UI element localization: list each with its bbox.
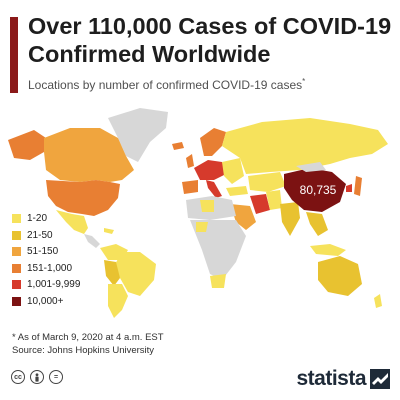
world-map: 80,735 (8, 108, 388, 318)
southeast-asia[interactable] (306, 212, 328, 236)
caribbean[interactable] (104, 228, 114, 234)
legend-label: 21-50 (27, 229, 53, 241)
statista-logo-icon (370, 369, 390, 389)
legend-swatch (12, 214, 21, 223)
egypt-algeria[interactable] (200, 200, 214, 212)
scandinavia[interactable] (200, 128, 226, 156)
chile-argentina[interactable] (108, 284, 128, 318)
central-america[interactable] (84, 234, 100, 248)
legend-item: 51-150 (12, 244, 80, 259)
mexico[interactable] (56, 210, 88, 234)
turkey[interactable] (226, 186, 248, 196)
brazil[interactable] (114, 252, 156, 296)
new-zealand[interactable] (374, 294, 382, 308)
legend-swatch (12, 296, 21, 306)
title-line-1: Over 110,000 Cases of COVID-19 (28, 13, 392, 39)
statista-logo[interactable]: statista (296, 367, 390, 391)
subtitle: Locations by number of confirmed COVID-1… (28, 74, 394, 93)
united-states[interactable] (46, 180, 120, 216)
legend-swatch (12, 230, 21, 240)
subtitle-footnote-mark: * (302, 77, 306, 86)
legend-item: 1-20 (12, 211, 80, 226)
australia[interactable] (318, 256, 362, 296)
legend-item: 151-1,000 (12, 261, 80, 276)
central-europe[interactable] (194, 160, 226, 180)
canada[interactable] (44, 128, 134, 182)
china[interactable] (284, 168, 346, 212)
legend-item: 21-50 (12, 228, 80, 243)
creative-commons-icon[interactable]: cc (11, 370, 25, 384)
peru-bolivia[interactable] (104, 260, 120, 286)
source-text: Source: Johns Hopkins University (12, 345, 155, 356)
subtitle-text: Locations by number of confirmed COVID-1… (28, 78, 303, 92)
page-title: Over 110,000 Cases of COVID-19 Confirmed… (28, 12, 394, 68)
arabia[interactable] (230, 204, 256, 230)
iceland[interactable] (172, 142, 184, 150)
legend-item: 1,001-9,999 (12, 277, 80, 292)
legend: 1-20 21-50 51-150 151-1,000 1,001-9,999 10,00… (12, 211, 80, 310)
japan[interactable] (354, 176, 362, 196)
alaska[interactable] (8, 130, 46, 160)
nigeria[interactable] (196, 222, 208, 232)
no-derivatives-icon[interactable]: = (49, 370, 63, 384)
title-accent-bar (10, 17, 18, 93)
legend-item: 10,000+ (12, 294, 80, 309)
greenland[interactable] (108, 108, 168, 162)
footnote-text: * As of March 9, 2020 at 4 a.m. EST (12, 332, 164, 343)
south-korea[interactable] (346, 184, 352, 192)
india[interactable] (280, 202, 300, 236)
mongolia[interactable] (296, 162, 326, 172)
footnote: * As of March 9, 2020 at 4 a.m. EST Sour… (12, 331, 164, 357)
central-asia[interactable] (248, 172, 286, 192)
legend-label: 51-150 (27, 246, 59, 257)
legend-label: 10,000+ (27, 295, 64, 307)
china-case-label: 80,735 (300, 183, 337, 197)
license-icons: cc = (11, 370, 68, 384)
brand-name: statista (296, 367, 366, 390)
iran[interactable] (250, 194, 270, 214)
indonesia[interactable] (310, 244, 346, 256)
legend-label: 1-20 (27, 213, 48, 224)
spain-portugal[interactable] (182, 180, 198, 194)
legend-swatch (12, 247, 21, 256)
legend-label: 1,001-9,999 (27, 279, 81, 290)
legend-swatch (12, 263, 21, 273)
russia[interactable] (222, 118, 388, 174)
eastern-europe[interactable] (222, 158, 244, 184)
legend-label: 151-1,000 (27, 262, 73, 274)
legend-swatch (12, 280, 21, 289)
uk[interactable] (186, 154, 194, 168)
italy[interactable] (206, 180, 222, 198)
attribution-icon[interactable] (30, 370, 44, 384)
title-line-2: Confirmed Worldwide (28, 41, 271, 67)
central-africa[interactable] (190, 220, 246, 280)
afghanistan-pakistan[interactable] (266, 190, 282, 210)
south-africa[interactable] (210, 274, 226, 288)
